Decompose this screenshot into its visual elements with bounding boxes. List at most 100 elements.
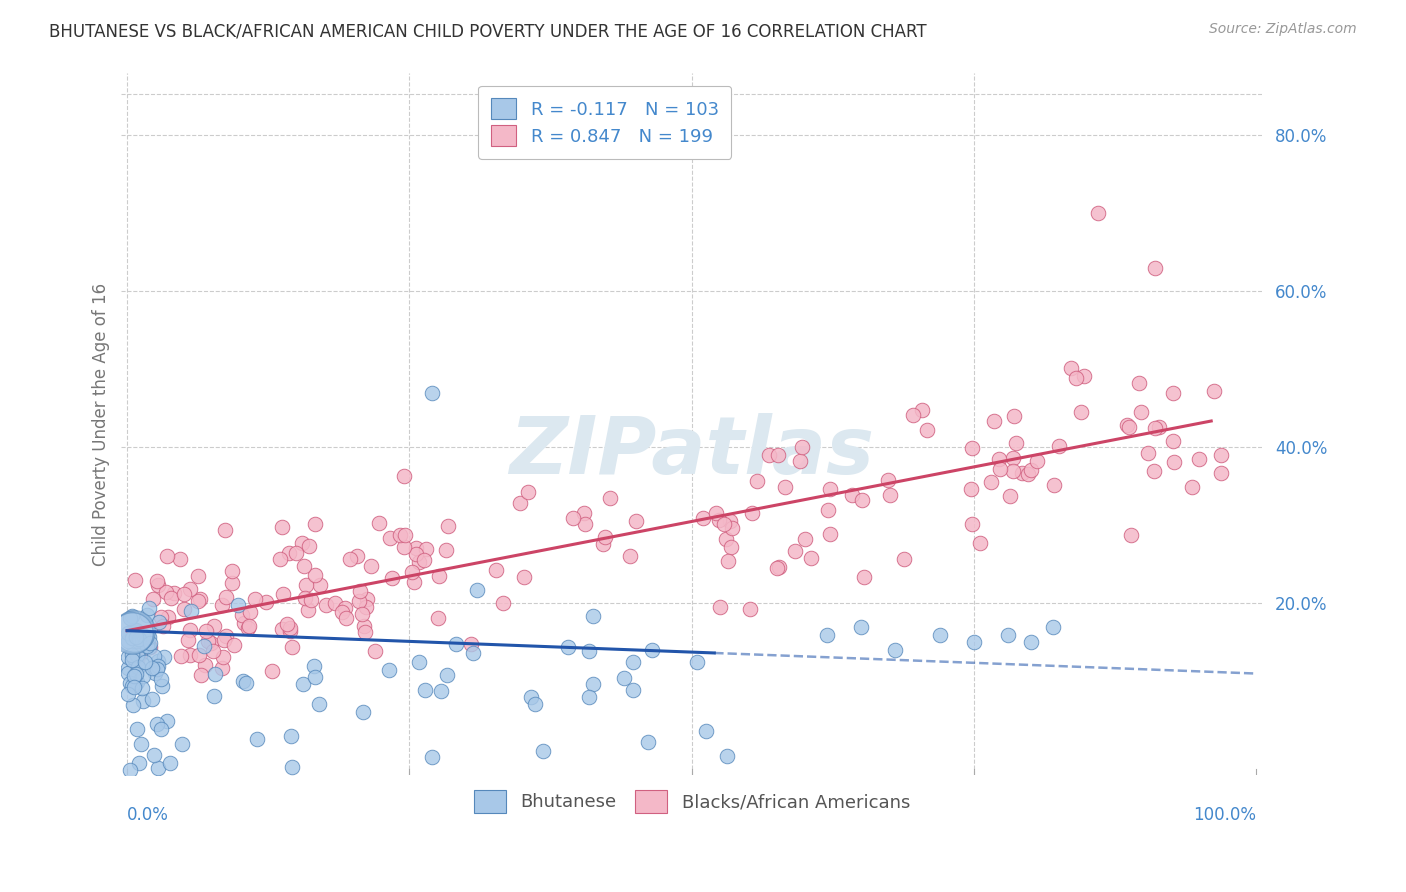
Point bbox=[1002, 451, 1025, 466]
Point bbox=[125, 648, 148, 662]
Point bbox=[392, 540, 415, 554]
Point bbox=[179, 624, 201, 638]
Point bbox=[121, 631, 143, 645]
Y-axis label: Child Poverty Under the Age of 16: Child Poverty Under the Age of 16 bbox=[93, 283, 110, 566]
Point bbox=[143, 747, 166, 762]
Point bbox=[578, 644, 600, 658]
Point bbox=[988, 462, 1011, 476]
Point bbox=[202, 619, 225, 633]
Text: Source: ZipAtlas.com: Source: ZipAtlas.com bbox=[1209, 22, 1357, 37]
Point bbox=[910, 403, 932, 417]
Point bbox=[270, 520, 292, 534]
Point bbox=[1149, 419, 1171, 434]
Point bbox=[903, 408, 925, 422]
Point bbox=[156, 549, 179, 563]
Point bbox=[582, 609, 605, 624]
Point bbox=[333, 600, 356, 615]
Point bbox=[513, 570, 536, 584]
Point bbox=[960, 483, 983, 497]
Point bbox=[235, 676, 257, 690]
Point bbox=[121, 648, 143, 663]
Point bbox=[127, 675, 149, 690]
Point bbox=[619, 549, 641, 563]
Point bbox=[460, 637, 482, 651]
Point bbox=[149, 610, 172, 624]
Point bbox=[146, 578, 169, 592]
Point bbox=[180, 604, 202, 618]
Point bbox=[427, 569, 450, 583]
Point bbox=[461, 646, 484, 660]
Point bbox=[1087, 206, 1109, 220]
Point bbox=[197, 634, 219, 648]
Point bbox=[302, 658, 325, 673]
Point bbox=[281, 760, 304, 774]
Point bbox=[1118, 420, 1140, 434]
Point bbox=[291, 676, 314, 690]
Point bbox=[768, 560, 790, 574]
Point bbox=[1128, 376, 1150, 391]
Point bbox=[276, 617, 298, 632]
Point bbox=[818, 482, 841, 496]
Point bbox=[405, 547, 427, 561]
Point bbox=[121, 609, 143, 624]
Point bbox=[148, 761, 170, 775]
Point bbox=[152, 619, 174, 633]
Point bbox=[278, 545, 301, 559]
Point bbox=[187, 569, 209, 583]
Point bbox=[877, 474, 900, 488]
Point bbox=[127, 660, 149, 674]
Point bbox=[221, 576, 243, 591]
Point bbox=[637, 734, 659, 748]
Text: 0.0%: 0.0% bbox=[127, 806, 169, 824]
Point bbox=[367, 516, 389, 530]
Point bbox=[1188, 452, 1211, 467]
Point bbox=[330, 605, 353, 619]
Point bbox=[204, 689, 226, 703]
Point bbox=[125, 722, 148, 736]
Point bbox=[408, 555, 430, 569]
Point bbox=[1211, 448, 1233, 462]
Point bbox=[136, 638, 159, 652]
Point bbox=[121, 653, 143, 667]
Point bbox=[405, 541, 427, 555]
Point bbox=[117, 633, 139, 648]
Point bbox=[146, 659, 169, 673]
Point bbox=[135, 607, 157, 622]
Point bbox=[758, 448, 780, 462]
Point bbox=[121, 679, 143, 693]
Legend: Bhutanese, Blacks/African Americans: Bhutanese, Blacks/African Americans bbox=[464, 780, 920, 822]
Point bbox=[626, 514, 648, 528]
Point bbox=[851, 493, 873, 508]
Point bbox=[578, 690, 600, 704]
Point bbox=[172, 737, 194, 751]
Point bbox=[709, 599, 731, 614]
Point bbox=[963, 635, 986, 649]
Point bbox=[716, 748, 738, 763]
Point bbox=[349, 583, 371, 598]
Point bbox=[215, 590, 238, 604]
Point bbox=[179, 582, 201, 596]
Point bbox=[122, 698, 145, 712]
Point bbox=[163, 586, 186, 600]
Point bbox=[893, 551, 915, 566]
Point bbox=[304, 516, 326, 531]
Point bbox=[983, 414, 1005, 428]
Point bbox=[131, 681, 153, 695]
Point bbox=[134, 655, 156, 669]
Point bbox=[124, 668, 146, 682]
Point bbox=[214, 523, 236, 537]
Point bbox=[117, 666, 139, 681]
Point bbox=[124, 681, 146, 695]
Text: ZIPatlas: ZIPatlas bbox=[509, 413, 875, 491]
Point bbox=[132, 694, 155, 708]
Point bbox=[132, 628, 155, 642]
Point bbox=[394, 468, 416, 483]
Point bbox=[429, 683, 451, 698]
Point bbox=[323, 596, 346, 610]
Point bbox=[718, 515, 741, 529]
Point bbox=[1144, 421, 1167, 435]
Point bbox=[122, 624, 145, 638]
Point bbox=[401, 566, 423, 580]
Point bbox=[125, 652, 148, 666]
Point bbox=[721, 521, 744, 535]
